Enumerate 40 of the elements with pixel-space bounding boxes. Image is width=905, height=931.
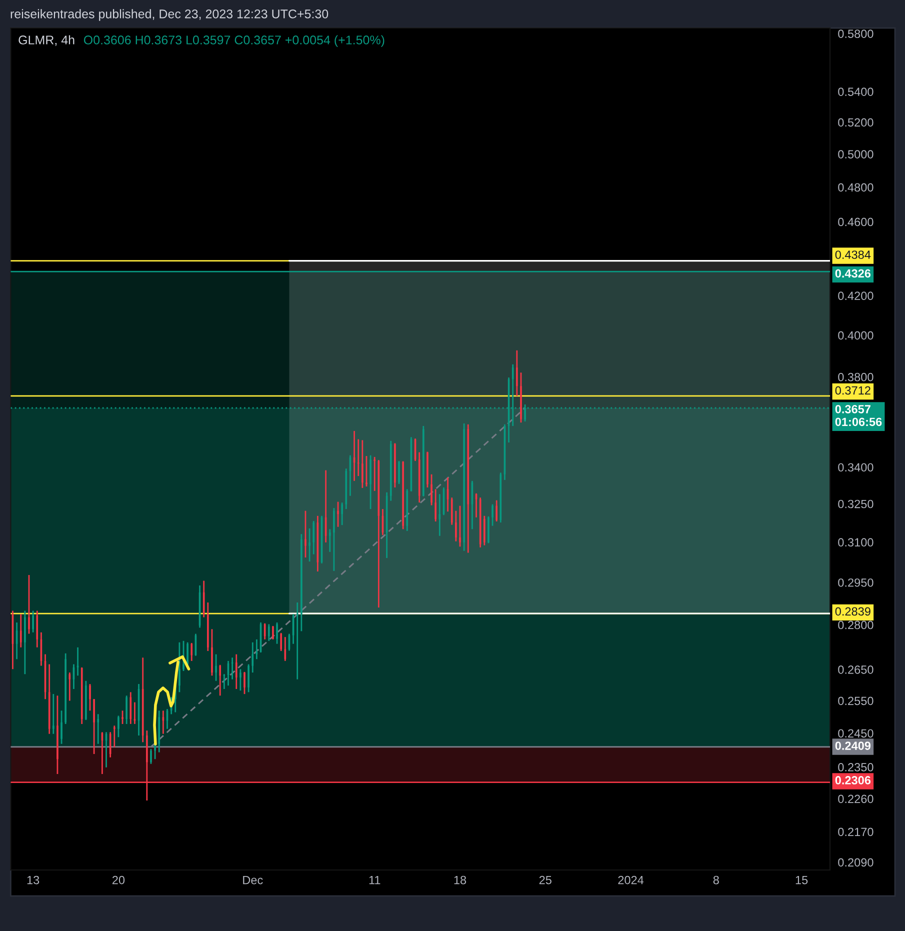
text: GLMR, 4h [18,35,74,46]
y-tick-label: 0.2550 [838,696,874,706]
x-tick-label: Dec [243,876,263,884]
ref-line-label: 0.4326 [835,269,871,278]
x-tick-label: 2024 [618,876,644,884]
y-tick-label: 0.4000 [838,331,874,340]
y-tick-label: 0.3800 [838,372,874,382]
ref-line-label: 0.3712 [835,386,870,395]
y-tick-label: 0.4600 [838,218,874,226]
x-tick-label: 13 [27,876,40,884]
y-tick-label: 0.5200 [838,118,874,127]
y-tick-label: 0.2350 [838,763,874,772]
ref-line-label: 0.2306 [835,776,871,784]
y-tick-label: 0.4800 [838,183,874,192]
chart-title: reiseikentrades published, Dec 23, 2023 12:23 UTC+5:30 [10,9,328,21]
y-tick-label: 0.5000 [838,150,874,158]
y-tick-label: 0.3250 [838,500,874,508]
x-tick-label: 18 [454,876,466,884]
annotation: O0.3606 H0.3673 L0.3597 C0.3657 +0.0054 (+1.50%) [84,35,384,47]
y-tick-label: 0.2170 [838,828,874,836]
y-tick-label: 0.2260 [838,794,874,804]
y-tick-label: 0.2450 [838,729,874,738]
x-tick-label: 15 [796,876,808,884]
y-tick-label: 0.2650 [838,666,874,674]
ref-line-label: 0.3657 01:06:56 [835,404,882,426]
y-tick-label: 0.3400 [838,463,874,472]
ref-line-label: 0.4384 [835,250,871,259]
x-tick-label: 11 [369,876,380,884]
y-tick-label: 0.2800 [838,620,874,630]
ref-line-label: 0.2839 [835,607,870,616]
y-tick-label: 0.5400 [838,88,874,96]
y-tick-label: 0.2090 [838,858,874,867]
x-tick-label: 25 [539,876,552,884]
x-tick-label: 20 [112,876,125,884]
y-tick-label: 0.2950 [838,578,874,587]
y-tick-label: 0.4200 [838,292,874,300]
ref-line-label: 0.2409 [835,742,871,750]
y-tick-label: 0.3100 [838,538,874,547]
y-tick-label: 0.5800 [838,30,874,38]
x-tick-label: 8 [713,876,719,884]
